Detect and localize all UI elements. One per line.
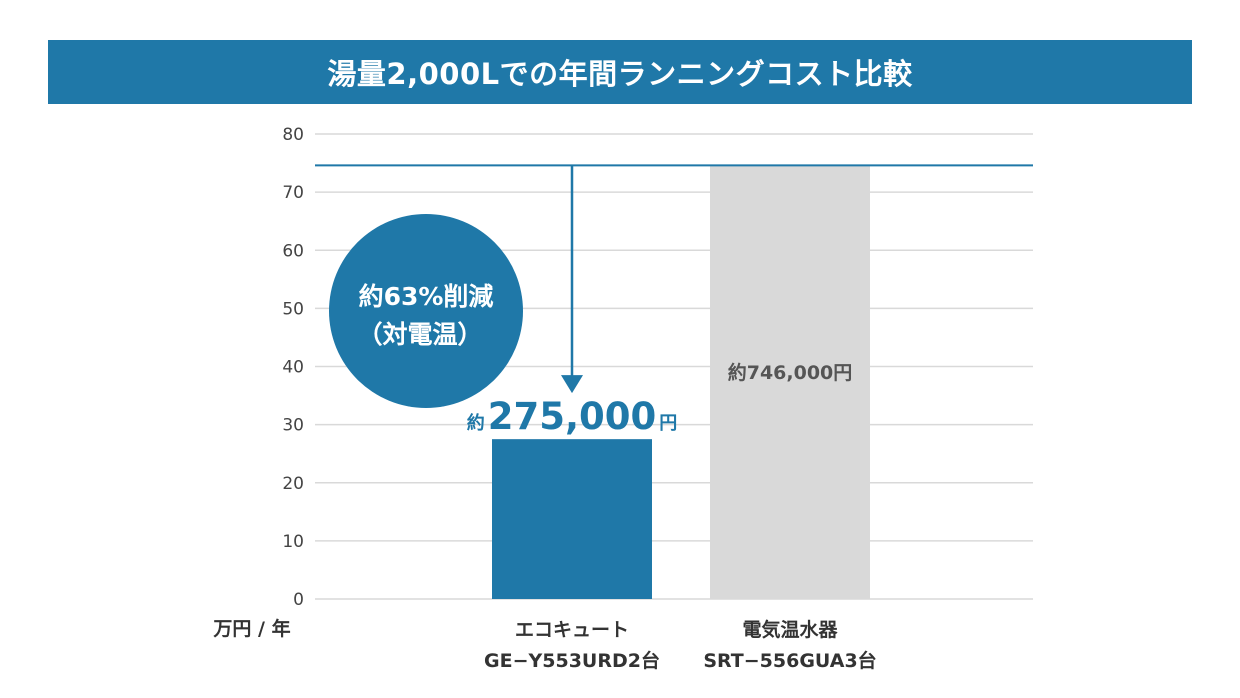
eco-value-main: 275,000 xyxy=(488,395,657,438)
reduction-bubble-circle xyxy=(329,214,523,408)
reduction-text-line2: （対電温） xyxy=(357,320,482,349)
category-eco-name: エコキュート xyxy=(515,619,629,641)
y-tick-40: 40 xyxy=(282,358,304,378)
category-eco-model: GE−Y553URD2台 xyxy=(484,649,660,672)
bar-electric-water-heater xyxy=(710,165,870,599)
electric-value-label: 約746,000円 xyxy=(728,361,853,384)
y-tick-10: 10 xyxy=(282,532,304,552)
y-tick-70: 70 xyxy=(282,183,304,203)
category-electric-model: SRT−556GUA3台 xyxy=(703,649,876,672)
bar-eco-cute xyxy=(492,439,652,599)
category-electric-name: 電気温水器 xyxy=(742,618,838,641)
y-tick-20: 20 xyxy=(282,474,304,494)
reduction-bubble: 約63%削減 （対電温） xyxy=(329,214,523,408)
y-tick-0: 0 xyxy=(293,590,304,610)
eco-value-suffix: 円 xyxy=(659,413,677,434)
bars xyxy=(492,165,870,599)
chart-title: 湯量2,000Lでの年間ランニングコスト比較 xyxy=(48,40,1192,104)
y-axis-unit-label: 万円 / 年 xyxy=(212,617,290,640)
y-tick-labels: 0 10 20 30 40 50 60 70 80 xyxy=(282,125,304,610)
y-tick-50: 50 xyxy=(282,299,304,319)
reduction-arrow-head xyxy=(561,375,583,394)
eco-value-prefix: 約 xyxy=(467,412,485,434)
reduction-text-line1: 約63%削減 xyxy=(359,282,494,311)
y-tick-30: 30 xyxy=(282,416,304,436)
y-tick-60: 60 xyxy=(282,241,304,261)
y-tick-80: 80 xyxy=(282,125,304,145)
eco-value-label: 約275,000 円 xyxy=(467,395,678,438)
